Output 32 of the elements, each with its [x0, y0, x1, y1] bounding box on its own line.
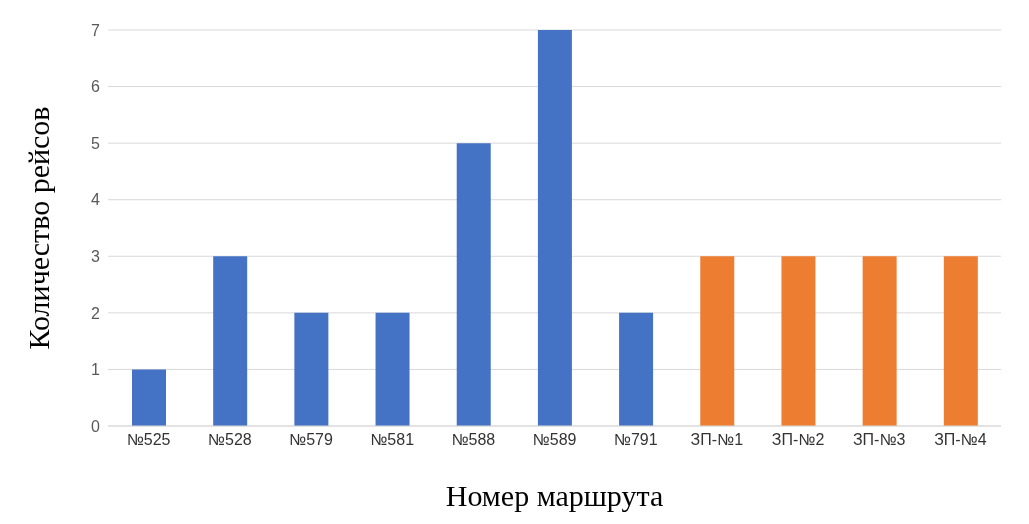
x-tick-label: №528: [207, 431, 252, 449]
x-tick-label: №581: [370, 431, 415, 449]
bar: [943, 256, 978, 426]
x-tick-label: №579: [289, 431, 333, 449]
y-tick-label: 3: [91, 247, 101, 265]
bar: [294, 312, 329, 426]
x-tick-label: №588: [451, 431, 496, 449]
bar: [132, 369, 166, 426]
y-tick-label: 6: [91, 78, 101, 96]
x-tick-label: ЗП-№3: [852, 431, 906, 449]
y-tick-label: 5: [91, 134, 101, 152]
bar: [537, 30, 572, 426]
y-tick-label: 2: [91, 304, 101, 322]
x-tick-label: №791: [613, 431, 658, 449]
x-tick-label: ЗП-№2: [771, 431, 825, 449]
bar: [375, 312, 410, 426]
bar: [213, 256, 248, 426]
y-tick-label: 7: [91, 21, 101, 39]
x-tick-label: ЗП-№1: [690, 431, 744, 449]
y-tick-label: 1: [91, 361, 101, 379]
x-axis-title: Номер маршрута: [445, 479, 664, 512]
x-tick-label: №525: [126, 431, 171, 449]
x-tick-label: ЗП-№4: [934, 431, 987, 449]
y-axis-title: Количество рейсов: [21, 106, 55, 350]
bar: [862, 256, 897, 426]
bar: [781, 256, 816, 426]
bar: [700, 256, 735, 426]
y-tick-label: 0: [91, 417, 101, 435]
bar: [619, 312, 654, 426]
y-tick-label: 4: [91, 191, 101, 209]
x-tick-label: №589: [532, 431, 577, 449]
bar: [456, 143, 491, 426]
